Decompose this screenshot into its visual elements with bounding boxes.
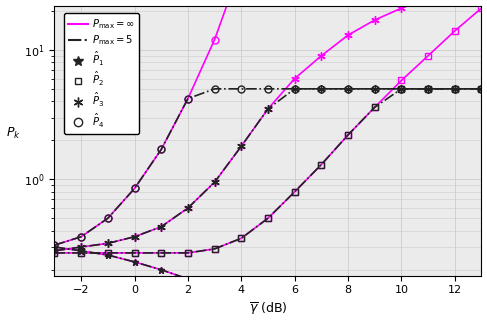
Y-axis label: $P_k$: $P_k$: [5, 126, 20, 141]
Legend: $P_{\max} = \infty$, $P_{\max} = 5$, $\hat{P}_1$, $\hat{P}_2$, $\hat{P}_3$, $\ha: $P_{\max} = \infty$, $P_{\max} = 5$, $\h…: [64, 13, 139, 133]
X-axis label: $\overline{\gamma}$ (dB): $\overline{\gamma}$ (dB): [249, 301, 287, 318]
